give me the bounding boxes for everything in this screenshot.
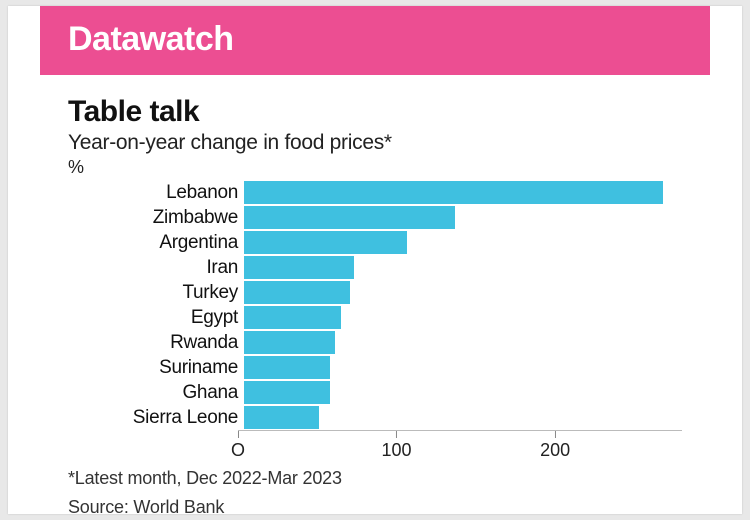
bar-label: Ghana xyxy=(68,383,244,402)
bar xyxy=(244,381,330,404)
x-tick-label: O xyxy=(231,440,245,461)
chart-area: Lebanon Zimbabwe Argentina Iran Turkey Egypt R… xyxy=(68,180,682,460)
bar-row: Lebanon xyxy=(68,180,682,205)
x-axis: O 100 200 xyxy=(68,430,682,460)
bar xyxy=(244,356,330,379)
chart-subtitle: Year-on-year change in food prices* xyxy=(68,131,682,155)
bar-row: Turkey xyxy=(68,280,682,305)
bar-track xyxy=(244,255,682,280)
bar-row: Argentina xyxy=(68,230,682,255)
bar-label: Lebanon xyxy=(68,183,244,202)
bar xyxy=(244,181,663,204)
bar-label: Zimbabwe xyxy=(68,208,244,227)
bar-row: Ghana xyxy=(68,380,682,405)
bar-track xyxy=(244,405,682,430)
bar xyxy=(244,306,341,329)
unit-label: % xyxy=(68,157,682,178)
bar-track xyxy=(244,280,682,305)
banner: Datawatch xyxy=(40,6,710,75)
x-tick: 100 xyxy=(382,431,412,461)
bar-row: Egypt xyxy=(68,305,682,330)
footnote-period: *Latest month, Dec 2022-Mar 2023 xyxy=(68,468,682,489)
bar xyxy=(244,256,354,279)
axis-track: O100200 xyxy=(238,430,682,461)
content: Table talk Year-on-year change in food p… xyxy=(8,75,742,520)
bar-track xyxy=(244,205,682,230)
bar-track xyxy=(244,355,682,380)
bar-row: Suriname xyxy=(68,355,682,380)
bar xyxy=(244,281,350,304)
bar xyxy=(244,331,335,354)
chart-title: Table talk xyxy=(68,95,682,129)
bar-label: Sierra Leone xyxy=(68,408,244,427)
bar xyxy=(244,231,407,254)
chart-card: Datawatch Table talk Year-on-year change… xyxy=(8,6,742,514)
bar-label: Egypt xyxy=(68,308,244,327)
bar-label: Iran xyxy=(68,258,244,277)
bar-row: Zimbabwe xyxy=(68,205,682,230)
bar-track xyxy=(244,230,682,255)
x-tick: O xyxy=(231,431,245,461)
bar-label: Argentina xyxy=(68,233,244,252)
bar-label: Suriname xyxy=(68,358,244,377)
x-tick: 200 xyxy=(540,431,570,461)
bar-track xyxy=(244,380,682,405)
banner-label: Datawatch xyxy=(68,20,234,58)
x-tick-label: 200 xyxy=(540,440,570,461)
bar-row: Iran xyxy=(68,255,682,280)
bar-row: Sierra Leone xyxy=(68,405,682,430)
bar-label: Turkey xyxy=(68,283,244,302)
footnote-source: Source: World Bank xyxy=(68,497,682,518)
bar xyxy=(244,406,319,429)
bar-track xyxy=(244,305,682,330)
bar-label: Rwanda xyxy=(68,333,244,352)
bar-track xyxy=(244,180,682,205)
x-tick-label: 100 xyxy=(382,440,412,461)
bar-track xyxy=(244,330,682,355)
bar xyxy=(244,206,455,229)
bar-row: Rwanda xyxy=(68,330,682,355)
